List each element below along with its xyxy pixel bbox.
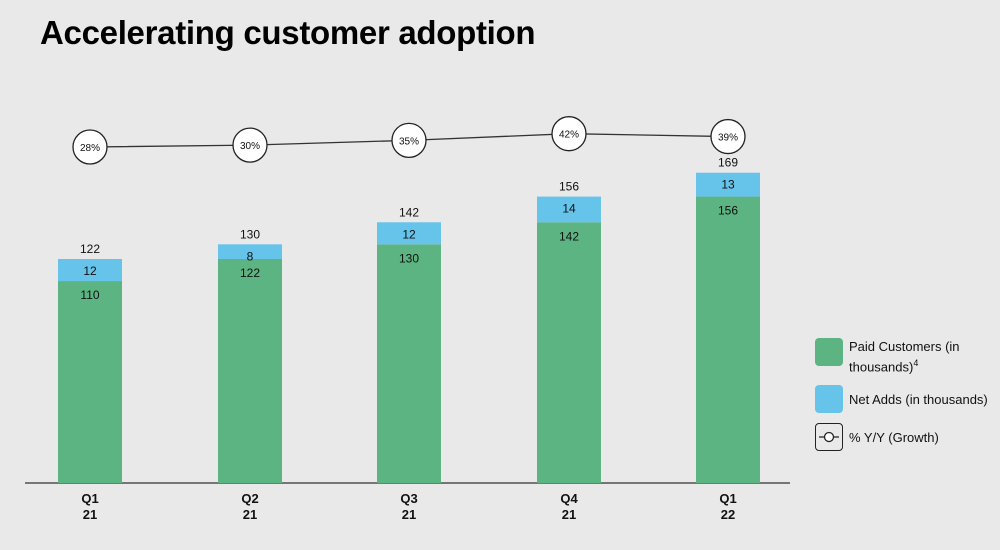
x-tick-label: 21 [243,507,257,522]
x-tick-label: Q1 [719,491,736,506]
bar-total-label: 142 [399,205,419,219]
bar-paid-customers [377,244,441,483]
x-tick-label: Q3 [400,491,417,506]
x-tick-label: 22 [721,507,735,522]
bar-label-paid: 156 [718,204,738,218]
bar-total-label: 130 [240,227,260,241]
bar-net-adds [58,259,122,282]
x-tick-label: Q1 [81,491,98,506]
bar-label-net-adds: 13 [721,178,735,192]
line-marker-icon [815,423,843,452]
growth-label: 30% [240,141,260,152]
bar-label-net-adds: 8 [247,249,254,263]
legend-label: Net Adds (in thousands) [849,391,988,407]
legend: Paid Customers (in thousands)4 Net Adds … [815,338,1000,461]
legend-swatch-green [815,338,843,366]
growth-marker [551,116,587,152]
growth-marker [72,129,108,165]
bar-label-paid: 110 [80,288,99,302]
bar-label-paid: 142 [559,229,579,243]
bar-paid-customers [537,222,601,483]
bar-paid-customers [58,281,122,483]
legend-swatch-blue [815,385,843,414]
bar-total-label: 169 [718,156,738,170]
legend-label: Paid Customers (in thousands) [849,339,960,375]
bar-label-net-adds: 12 [83,264,97,278]
legend-paid-customers: Paid Customers (in thousands)4 [815,338,1000,375]
legend-label: % Y/Y (Growth) [849,429,939,445]
growth-marker [710,118,746,155]
bar-paid-customers [696,196,760,484]
bar-net-adds [377,222,441,245]
x-tick-label: 21 [83,507,97,522]
bar-net-adds [696,172,760,197]
bar-total-label: 122 [80,242,100,256]
legend-growth: % Y/Y (Growth) [815,423,1000,452]
bar-net-adds [537,196,601,223]
bar-label-paid: 122 [240,266,260,280]
bar-net-adds [218,244,282,260]
growth-label: 42% [559,130,579,141]
bar-label-net-adds: 12 [402,227,416,241]
bar-paid-customers [218,259,282,483]
page-title: Accelerating customer adoption [40,14,536,51]
growth-label: 35% [399,136,419,147]
x-tick-label: 21 [402,507,416,522]
bar-total-label: 156 [559,180,579,194]
bar-label-net-adds: 14 [562,202,576,216]
growth-label: 39% [718,133,738,144]
x-tick-label: Q4 [560,491,578,506]
footnote-mark: 4 [913,358,919,368]
legend-net-adds: Net Adds (in thousands) [815,385,1000,414]
x-tick-label: 21 [562,507,576,522]
growth-marker [391,122,427,159]
growth-marker [232,127,268,163]
growth-label: 28% [80,143,100,154]
bar-label-paid: 130 [399,251,419,265]
x-tick-label: Q2 [241,491,258,506]
